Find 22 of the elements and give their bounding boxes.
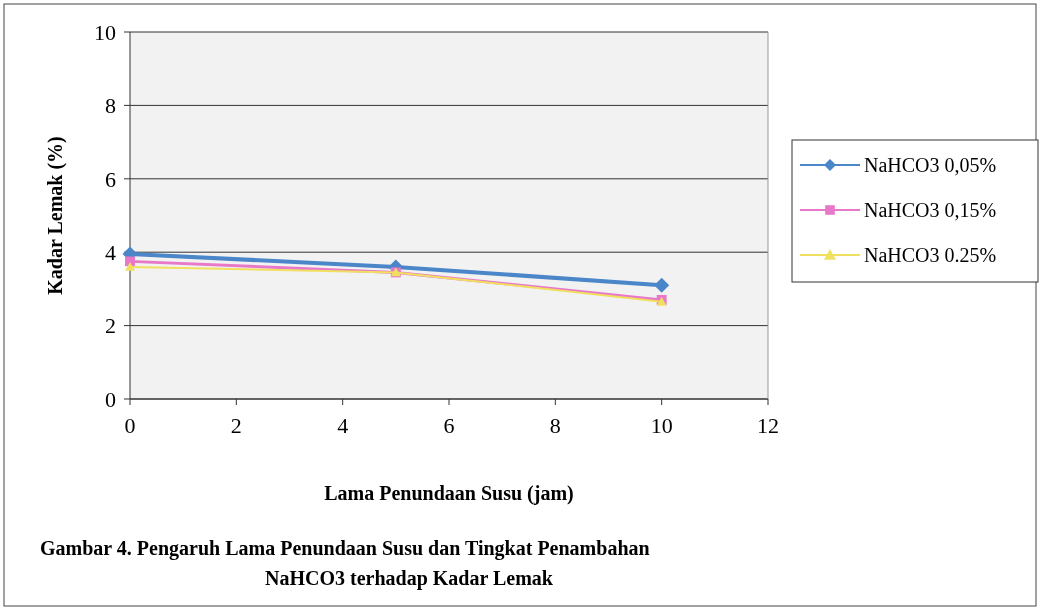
point bbox=[654, 277, 670, 293]
x-axis-title: Lama Penundaan Susu (jam) bbox=[324, 482, 574, 505]
x-tick-label: 4 bbox=[337, 413, 349, 438]
y-tick-label: 2 bbox=[105, 313, 116, 339]
y-tick-label: 8 bbox=[105, 93, 116, 119]
y-tick-label: 4 bbox=[105, 239, 116, 265]
text: Gambar 4. Pengaruh Lama Penundaan Susu dan Tingkat Penambahan NaHCO3 terhadap Kadar Lemak bbox=[40, 537, 650, 590]
point bbox=[125, 256, 135, 267]
point bbox=[125, 261, 135, 271]
legend-label: NaHCO3 0.25% bbox=[864, 244, 997, 266]
x-tick-label: 8 bbox=[549, 413, 561, 438]
y-tick-label: 0 bbox=[105, 386, 116, 412]
x-tick-label: 2 bbox=[230, 413, 242, 438]
x-tick-label: 6 bbox=[443, 413, 455, 438]
legend-label: NaHCO3 0,05% bbox=[864, 154, 997, 176]
x-tick-label: 12 bbox=[757, 413, 779, 438]
y-tick-label: 6 bbox=[105, 166, 116, 192]
y-tick-label: 10 bbox=[94, 19, 116, 45]
x-tick-label: 0 bbox=[124, 413, 136, 438]
x-tick-label: 10 bbox=[650, 413, 673, 438]
y-axis-title: Kadar Lemak (%) bbox=[44, 136, 67, 295]
legend-label: NaHCO3 0,15% bbox=[864, 199, 997, 221]
